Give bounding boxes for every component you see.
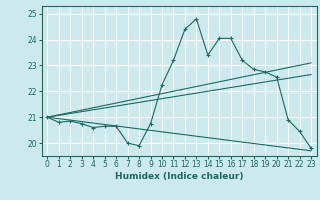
- X-axis label: Humidex (Indice chaleur): Humidex (Indice chaleur): [115, 172, 244, 181]
